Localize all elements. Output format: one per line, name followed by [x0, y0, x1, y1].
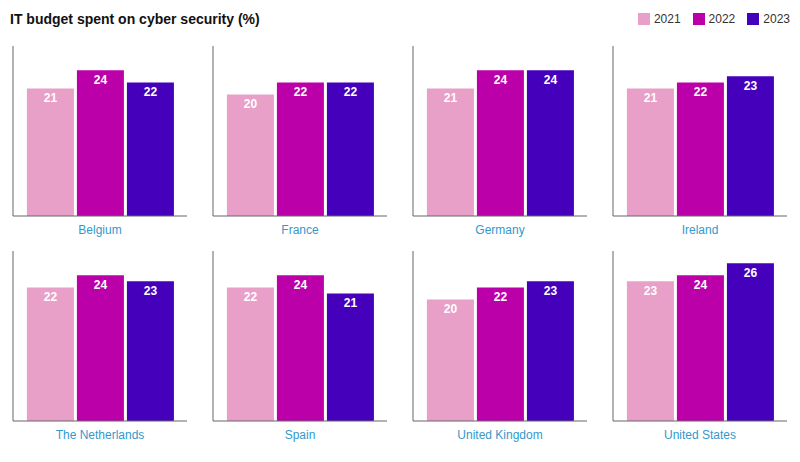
- svg-text:24: 24: [494, 73, 508, 87]
- svg-text:22: 22: [44, 290, 58, 304]
- html-text:2021: 2021: [653, 12, 681, 26]
- html-text:The Netherlands: The Netherlands: [55, 428, 145, 442]
- svg-text:24: 24: [94, 73, 108, 87]
- html-text:Spain: Spain: [284, 428, 316, 442]
- html-text:IT budget spent on cyber secur: IT budget spent on cyber security (%): [10, 11, 260, 27]
- svg-text:24: 24: [294, 278, 308, 292]
- html-text:France: France: [281, 223, 319, 237]
- svg-text:21: 21: [44, 91, 58, 105]
- html-text:2022: 2022: [708, 12, 736, 26]
- svg-text:22: 22: [344, 85, 358, 99]
- svg-text:22: 22: [244, 290, 258, 304]
- svg-text:22: 22: [144, 85, 158, 99]
- svg-text:21: 21: [344, 296, 358, 310]
- svg-text:26: 26: [744, 266, 758, 280]
- svg-text:24: 24: [694, 278, 708, 292]
- svg-text:23: 23: [144, 284, 158, 298]
- html-text:Germany: Germany: [475, 223, 525, 237]
- svg-text:21: 21: [644, 91, 658, 105]
- svg-text:21: 21: [444, 91, 458, 105]
- html-text:Belgium: Belgium: [78, 223, 122, 237]
- html-text:United States: United States: [664, 428, 736, 442]
- svg-text:23: 23: [744, 79, 758, 93]
- svg-text:22: 22: [694, 85, 708, 99]
- svg-text:23: 23: [644, 284, 658, 298]
- svg-text:23: 23: [544, 284, 558, 298]
- svg-text:20: 20: [244, 97, 258, 111]
- svg-text:24: 24: [544, 73, 558, 87]
- svg-text:20: 20: [444, 302, 458, 316]
- svg-text:24: 24: [94, 278, 108, 292]
- html-text:United Kingdom: United Kingdom: [457, 428, 543, 442]
- html-text:2023: 2023: [763, 12, 790, 26]
- svg-text:22: 22: [494, 290, 508, 304]
- html-text:Ireland: Ireland: [681, 223, 719, 237]
- svg-text:22: 22: [294, 85, 308, 99]
